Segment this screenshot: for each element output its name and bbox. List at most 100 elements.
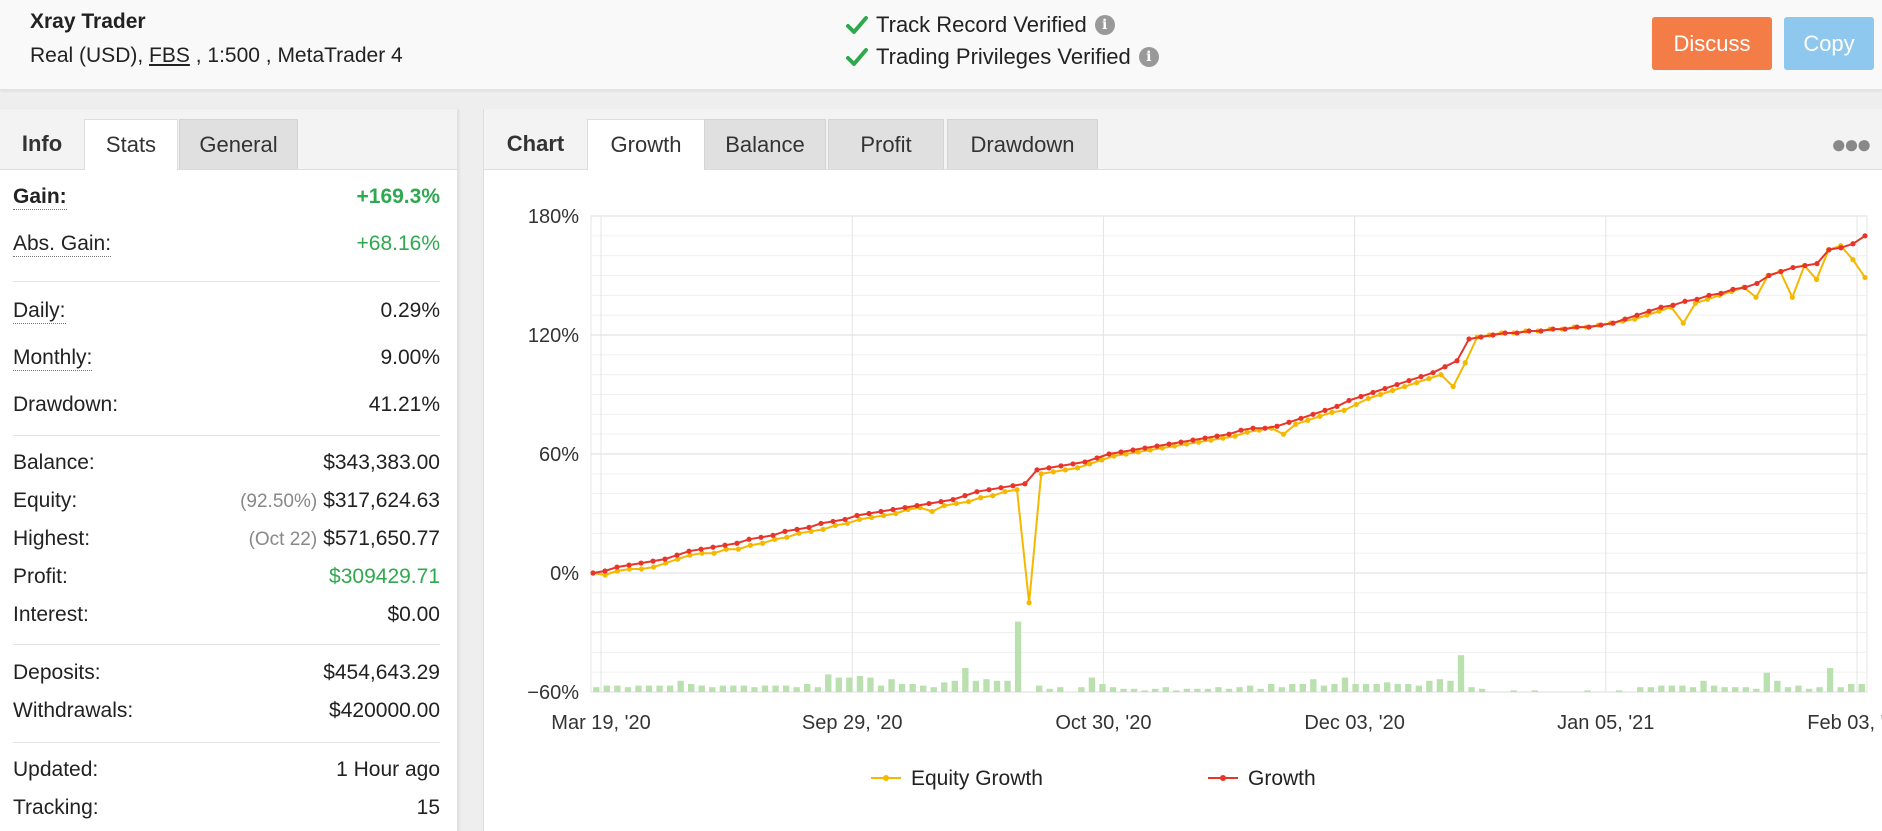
growth-point [1742,284,1748,290]
x-tick-label: Feb 03, '21 [1807,712,1882,734]
legend-growth: Growth [1248,767,1316,790]
daily-bar [835,677,842,692]
growth-point [1718,290,1724,296]
daily-bar [1774,680,1781,692]
tab-info[interactable]: Info [21,131,63,156]
tab-growth[interactable]: Growth [587,119,705,170]
highest-value: $571,650.77 [323,527,440,550]
daily-bar [645,685,653,692]
equity-growth-point [1426,376,1432,382]
x-tick-label: Sep 29, '20 [802,712,903,734]
broker-link[interactable]: FBS [149,44,190,67]
more-options-icon[interactable]: ●●● [1830,129,1872,159]
stat-daily: Daily: 0.29% [13,295,440,329]
daily-bar [1099,684,1106,692]
daily-bar [740,685,748,692]
tab-balance[interactable]: Balance [704,119,826,169]
equity-growth-point [1099,457,1105,463]
growth-point [1574,324,1580,330]
growth-point [1634,312,1640,318]
growth-point [698,546,704,552]
highest-label: Highest: [13,527,91,550]
equity-growth-point [1365,395,1371,402]
daily-bar [761,685,769,692]
equity-growth-point [1220,435,1226,441]
equity-growth-point [1074,465,1081,471]
growth-point [1070,461,1076,467]
tab-general[interactable]: General [179,119,298,169]
growth-point [1610,320,1616,326]
abs-gain-label[interactable]: Abs. Gain: [13,232,112,257]
growth-point [866,510,872,517]
daily-value: 0.29% [380,299,440,322]
daily-label[interactable]: Daily: [13,299,66,324]
growth-point [1190,437,1196,443]
daily-bar [1647,687,1654,692]
tab-stats[interactable]: Stats [84,119,178,170]
growth-point [1022,481,1028,487]
equity-growth-point [1377,391,1384,398]
account-meta: Real (USD), FBS , 1:500 , MetaTrader 4 [30,44,403,68]
daily-bar [1183,688,1190,692]
growth-point [1862,233,1868,239]
growth-point [1178,439,1184,445]
daily-bar [1362,684,1370,692]
stat-highest: Highest: (Oct 22) $571,650.77 [13,523,440,557]
daily-bar [1204,688,1212,692]
daily-bar [1120,688,1127,692]
copy-button[interactable]: Copy [1784,17,1874,70]
equity-growth-point [1038,471,1044,477]
y-tick-label: 0% [550,563,579,585]
daily-bar [1004,680,1011,692]
info-icon[interactable]: i [1138,47,1159,67]
tab-profit[interactable]: Profit [828,119,944,169]
daily-bar [782,685,790,692]
equity-growth-point [881,512,887,519]
daily-bar [1173,690,1180,692]
daily-bar [1162,687,1169,692]
equity-growth-point [772,536,778,542]
growth-point [1814,261,1820,267]
x-tick-label: Oct 30, '20 [1055,712,1151,734]
daily-bar [1320,685,1328,692]
growth-point [602,568,608,574]
equity-growth-point [614,568,620,574]
growth-point [1514,330,1520,336]
monthly-label[interactable]: Monthly: [13,346,93,371]
growth-point [1706,292,1712,298]
equity-growth-point [760,540,766,546]
growth-point [1310,411,1316,417]
equity-growth-point [1062,467,1069,473]
growth-point [1850,241,1856,247]
daily-bar [909,684,916,692]
growth-point [914,502,920,509]
equity-growth-point [687,552,693,558]
equity-growth-point [990,493,996,499]
daily-bar [698,685,705,692]
equity-growth-point [978,495,984,501]
equity-growth-point [1171,443,1178,449]
growth-point [1142,445,1148,451]
drawdown-label: Drawdown: [13,393,119,416]
growth-point [1442,364,1448,370]
growth-point [1670,302,1676,308]
growth-point [1238,427,1244,433]
highest-value-group: (Oct 22) $571,650.77 [249,527,440,551]
growth-point [1274,423,1280,429]
growth-point [806,524,812,530]
tab-drawdown[interactable]: Drawdown [947,119,1098,169]
growth-point [902,504,908,511]
daily-bar [1299,684,1306,692]
growth-point [1370,389,1376,396]
y-tick-label: −60% [527,682,579,704]
daily-bar [677,680,684,692]
tracking-value: 15 [416,796,440,819]
equity-growth-point [1862,274,1868,281]
info-icon[interactable]: i [1094,15,1115,35]
daily-bar [983,679,990,692]
gain-label[interactable]: Gain: [13,185,67,210]
growth-point [1058,463,1064,469]
tab-chart[interactable]: Chart [506,131,565,156]
daily-bar [1331,684,1338,692]
discuss-button[interactable]: Discuss [1652,17,1772,70]
